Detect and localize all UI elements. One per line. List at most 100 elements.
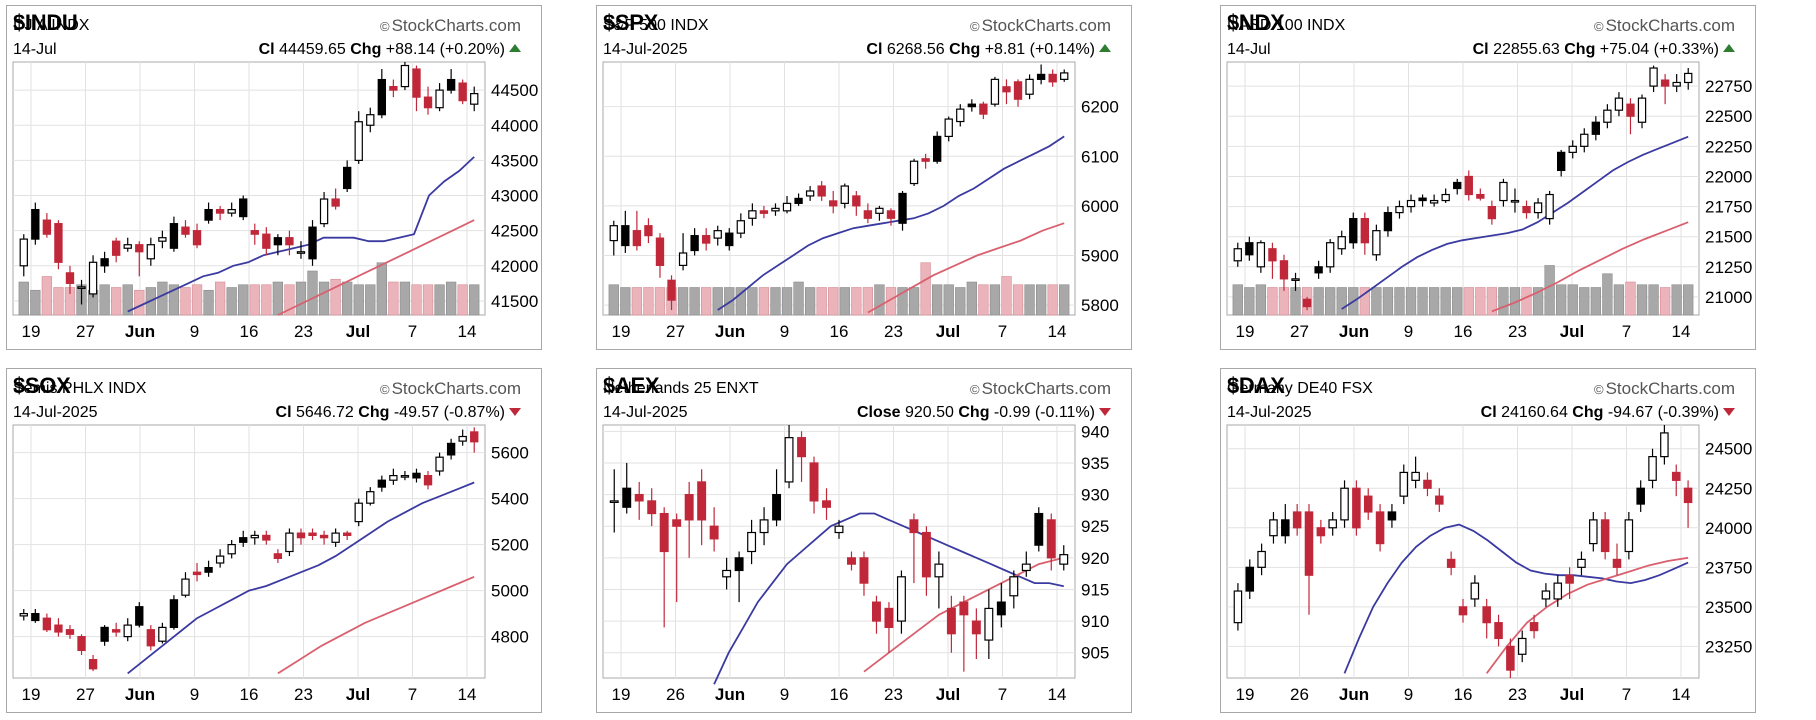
candle-body bbox=[181, 226, 190, 235]
candle-body bbox=[1279, 260, 1289, 280]
exchange-text: INDX bbox=[108, 380, 147, 397]
candle-body bbox=[470, 431, 479, 443]
candle-body bbox=[1470, 582, 1480, 600]
x-tick-label: 9 bbox=[190, 322, 199, 341]
candle-body bbox=[435, 456, 444, 472]
x-tick-label: 16 bbox=[830, 322, 849, 341]
volume-bar bbox=[434, 284, 445, 316]
volume-bar bbox=[469, 284, 480, 316]
x-tick-label: Jul bbox=[346, 685, 371, 704]
candle-body bbox=[123, 624, 132, 638]
candle-body bbox=[1372, 230, 1381, 256]
change-value: +88.14 (+0.20%) bbox=[381, 41, 505, 58]
volume-bar bbox=[353, 284, 364, 316]
candle-body bbox=[944, 118, 953, 138]
y-tick-label: 930 bbox=[1081, 486, 1109, 505]
copyright-icon: © bbox=[1593, 382, 1604, 397]
x-tick-label: Jun bbox=[1339, 322, 1369, 341]
chart-header: $DAX Germany DE40 FSX © StockCharts.com 14-J… bbox=[1227, 373, 1747, 421]
volume-bar bbox=[862, 287, 874, 316]
volume-bar bbox=[53, 287, 64, 316]
candle-body bbox=[863, 210, 873, 219]
volume-bar bbox=[816, 287, 827, 316]
x-tick-label: 14 bbox=[1672, 322, 1691, 341]
x-tick-label: 27 bbox=[666, 322, 685, 341]
chart-panel-indu[interactable]: $INDU DJIA INDX © StockCharts.com 14-Jul Cl 4… bbox=[6, 5, 542, 350]
chart-panel-sox[interactable]: $SOX Semis PHLX INDX © StockCharts.com 14-Ju… bbox=[6, 368, 542, 713]
candle-body bbox=[273, 237, 283, 246]
close-value: 24160.64 bbox=[1496, 404, 1573, 421]
chart-panel-spx[interactable]: $SPX S&P 500 INDX © StockCharts.com 14-Jul-2… bbox=[596, 5, 1132, 350]
volume-bar bbox=[677, 287, 689, 316]
candle-body bbox=[875, 207, 884, 214]
x-tick-label: 14 bbox=[458, 685, 477, 704]
chart-panel-dax[interactable]: $DAX Germany DE40 FSX © StockCharts.com 14-J… bbox=[1220, 368, 1756, 713]
volume-bar bbox=[1648, 284, 1659, 316]
chart-panel-aex[interactable]: $AEX Netherlands 25 ENXT © StockCharts.com 1… bbox=[596, 368, 1132, 713]
candle-body bbox=[622, 487, 632, 508]
y-tick-label: 23500 bbox=[1705, 598, 1752, 617]
candle-body bbox=[734, 557, 744, 572]
candle-body bbox=[204, 567, 213, 573]
quote-date: 14-Jul-2025 bbox=[13, 404, 98, 421]
close-value: 5646.72 bbox=[291, 404, 359, 421]
candle-body bbox=[1256, 242, 1266, 268]
candle-body bbox=[1580, 133, 1589, 147]
candle-body bbox=[215, 555, 225, 564]
change-label: Chg bbox=[350, 41, 382, 58]
candle-body bbox=[797, 437, 807, 458]
volume-bar bbox=[365, 284, 376, 316]
candle-body bbox=[1683, 487, 1693, 504]
symbol: $INDU bbox=[13, 10, 78, 35]
candle-body bbox=[921, 158, 930, 162]
candle-body bbox=[1302, 298, 1312, 308]
volume-bar bbox=[18, 281, 29, 316]
volume-bar bbox=[157, 281, 168, 316]
candle-body bbox=[1556, 151, 1566, 172]
candle-body bbox=[1363, 495, 1373, 513]
x-tick-label: 16 bbox=[1454, 685, 1473, 704]
candle-body bbox=[308, 532, 317, 537]
volume-bar bbox=[643, 287, 654, 316]
candle-body bbox=[146, 244, 156, 260]
volume-bar bbox=[689, 287, 700, 316]
candle-body bbox=[1614, 97, 1624, 111]
x-tick-label: Jun bbox=[715, 685, 745, 704]
candle-body bbox=[1591, 121, 1601, 135]
up-arrow-icon bbox=[1099, 44, 1111, 52]
y-tick-label: 42000 bbox=[491, 257, 538, 276]
volume-bar bbox=[214, 281, 226, 316]
volume-bar bbox=[41, 276, 53, 316]
candle-body bbox=[111, 629, 121, 633]
candle-body bbox=[1395, 205, 1404, 214]
volume-bar bbox=[180, 287, 191, 316]
y-tick-label: 41500 bbox=[491, 292, 538, 311]
y-tick-label: 5800 bbox=[1081, 296, 1119, 315]
candle-body bbox=[1060, 72, 1069, 80]
volume-bar bbox=[1428, 287, 1440, 316]
candle-body bbox=[1048, 73, 1057, 83]
moving-average-long bbox=[1491, 221, 1689, 313]
candle-body bbox=[65, 629, 75, 635]
volume-bar bbox=[191, 284, 203, 316]
volume-bar bbox=[318, 281, 330, 316]
candle-body bbox=[1034, 512, 1044, 546]
chart-panel-ndx[interactable]: $NDX NASD 100 INDX © StockCharts.com 14-Jul C… bbox=[1220, 5, 1756, 350]
x-tick-label: 23 bbox=[884, 685, 903, 704]
candle-body bbox=[1291, 278, 1300, 281]
copyright-icon: © bbox=[1593, 19, 1604, 34]
candle-body bbox=[1352, 487, 1361, 529]
candle-body bbox=[1522, 205, 1531, 214]
candle-body bbox=[1482, 606, 1491, 624]
candle-body bbox=[1399, 471, 1409, 497]
candle-body bbox=[834, 525, 844, 534]
volume-bar bbox=[747, 287, 758, 316]
candle-body bbox=[817, 185, 826, 197]
quote-summary: Close 920.50 Chg -0.99 (-0.11%) bbox=[857, 404, 1111, 422]
chart-svg: 5600 5400 5200 5000 4800 19 27 Jun 9 16 23 Jul 7 14 bbox=[12, 424, 529, 704]
quote-date: 14-Jul-2025 bbox=[603, 41, 688, 58]
volume-bar bbox=[620, 287, 631, 316]
candle-body bbox=[1494, 622, 1503, 640]
candle-body bbox=[1446, 558, 1456, 568]
candle-body bbox=[285, 532, 294, 553]
